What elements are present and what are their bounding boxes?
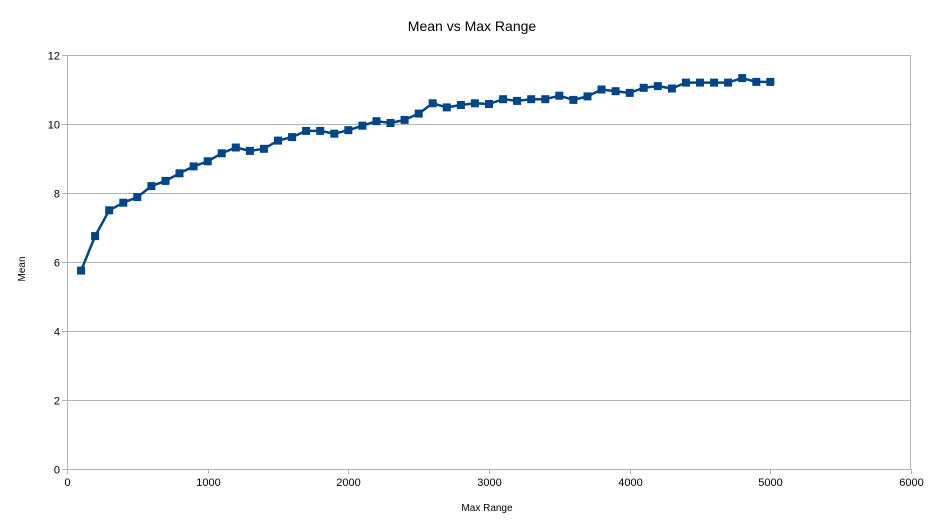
data-point: [696, 78, 704, 87]
grid-layer: [67, 55, 911, 470]
x-tick-label: 3000: [477, 477, 501, 489]
data-point: [161, 176, 170, 185]
data-point: [203, 157, 212, 166]
data-point: [288, 133, 297, 142]
x-tick-labels: 0 1000 2000 3000 4000 5000 6000: [64, 477, 923, 489]
x-tick-label: 1000: [196, 477, 220, 489]
axis-layer: [62, 55, 912, 474]
data-point: [245, 146, 254, 155]
y-tick-label: 2: [54, 396, 60, 408]
series-layer: [77, 74, 775, 275]
data-point: [597, 85, 606, 94]
data-point: [625, 88, 634, 97]
x-tick-label: 4000: [618, 477, 642, 489]
data-point: [527, 95, 536, 104]
data-point: [105, 206, 114, 215]
data-point: [428, 99, 437, 108]
data-point: [147, 182, 156, 191]
y-tick-labels: 0 2 4 6 8 10 12: [48, 51, 60, 477]
data-point: [766, 77, 775, 86]
data-point: [752, 77, 761, 86]
series-line: [79, 76, 771, 272]
data-point: [653, 82, 662, 91]
data-point: [274, 136, 282, 145]
data-point: [569, 95, 578, 104]
y-tick-label: 10: [48, 120, 60, 132]
data-point: [217, 149, 226, 158]
data-point: [400, 115, 409, 124]
data-point: [372, 117, 381, 126]
data-point: [316, 126, 325, 135]
data-point: [330, 129, 339, 138]
data-point: [541, 95, 550, 104]
data-point: [456, 101, 465, 109]
y-tick-label: 0: [54, 465, 60, 477]
data-point: [175, 169, 184, 178]
data-point: [470, 99, 479, 108]
data-point: [583, 92, 592, 101]
data-point: [77, 266, 86, 275]
data-point: [442, 103, 451, 112]
data-point: [414, 109, 423, 118]
x-axis-label: Max Range: [461, 503, 513, 514]
data-point: [358, 121, 367, 130]
data-point: [133, 193, 142, 202]
data-point: [513, 96, 522, 105]
x-tick-label: 2000: [336, 477, 360, 489]
chart-title: Mean vs Max Range: [408, 18, 537, 34]
data-point: [231, 143, 240, 152]
data-point: [681, 78, 690, 87]
y-tick-label: 12: [48, 51, 60, 63]
y-tick-label: 6: [54, 258, 60, 270]
data-point: [710, 78, 719, 87]
data-point: [485, 100, 493, 108]
data-point: [499, 95, 508, 104]
data-point: [189, 162, 198, 171]
data-point: [667, 84, 676, 93]
data-point: [344, 126, 353, 135]
x-tick-label: 5000: [758, 477, 782, 489]
y-tick-label: 8: [54, 189, 60, 201]
data-point: [639, 83, 648, 92]
y-tick-label: 4: [54, 327, 60, 339]
data-point: [738, 74, 747, 83]
data-point: [119, 198, 128, 207]
x-tick-label: 0: [64, 477, 70, 489]
data-point: [724, 78, 733, 87]
y-axis-label: Mean: [17, 256, 28, 281]
data-point: [555, 91, 564, 100]
x-tick-label: 6000: [899, 477, 923, 489]
data-point: [91, 232, 100, 241]
data-point: [259, 144, 268, 153]
data-point: [611, 87, 620, 96]
data-point: [386, 119, 395, 127]
data-point: [302, 126, 311, 135]
